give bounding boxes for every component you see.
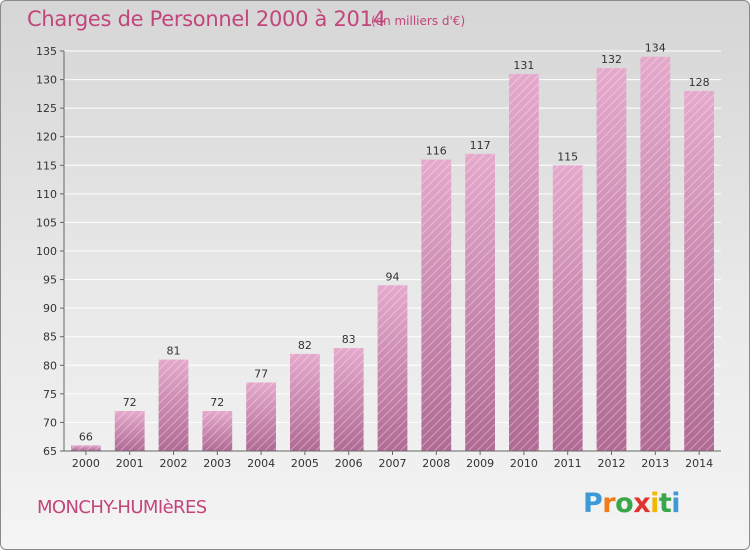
y-tick-label: 85 xyxy=(43,331,57,344)
bar-texture xyxy=(333,348,364,451)
y-tick-label: 130 xyxy=(36,74,57,87)
y-tick-label: 70 xyxy=(43,416,57,429)
bar-texture xyxy=(509,73,539,451)
x-tick-label: 2009 xyxy=(466,457,494,470)
bar-value-label: 66 xyxy=(79,430,93,443)
y-tick-label: 100 xyxy=(36,245,57,258)
bar-texture xyxy=(377,285,408,451)
y-tick-label: 75 xyxy=(43,388,57,401)
x-tick-label: 2003 xyxy=(203,457,231,470)
bar-value-label: 77 xyxy=(254,367,268,380)
y-tick-label: 95 xyxy=(43,274,57,287)
bar-texture xyxy=(684,91,714,451)
bar-value-label: 72 xyxy=(210,396,224,409)
x-tick-label: 2008 xyxy=(422,457,450,470)
proxiti-logo: Proxiti xyxy=(583,488,681,524)
bar-value-label: 72 xyxy=(123,396,137,409)
x-tick-label: 2006 xyxy=(335,457,363,470)
bar-value-label: 82 xyxy=(298,339,312,352)
y-axis-ticks: 65 70 75 80 85 90 95 100 105 110 115 120 125 130 135 xyxy=(36,45,64,458)
bar-value-label: 115 xyxy=(557,150,578,163)
bar-texture xyxy=(202,411,233,451)
bar-value-label: 94 xyxy=(386,270,400,283)
x-axis-ticks: 2000 2001 2002 2003 2004 2005 2006 2007 2008 2009… xyxy=(72,451,713,470)
bar-texture xyxy=(71,445,101,451)
logo-letter: i xyxy=(671,488,681,519)
bar-value-label: 116 xyxy=(426,145,447,158)
y-tick-label: 115 xyxy=(36,159,57,172)
y-tick-label: 80 xyxy=(43,359,57,372)
place-name: MONCHY-HUMIèRES xyxy=(37,497,207,518)
y-tick-label: 120 xyxy=(36,131,57,144)
chart-title: Charges de Personnel 2000 à 2014 xyxy=(27,7,386,31)
bar-value-label: 131 xyxy=(513,59,534,72)
y-tick-label: 125 xyxy=(36,102,57,115)
x-tick-label: 2013 xyxy=(641,457,669,470)
x-tick-label: 2004 xyxy=(247,457,275,470)
bar-value-label: 83 xyxy=(342,333,356,346)
data-labels: 66 72 81 72 77 82 83 94 116 117 131 115 132 134 128 xyxy=(79,42,710,444)
bar-texture xyxy=(158,359,189,451)
x-tick-label: 2007 xyxy=(379,457,407,470)
logo-letter: x xyxy=(633,488,651,519)
y-tick-label: 65 xyxy=(43,445,57,458)
bar-value-label: 132 xyxy=(601,53,622,66)
bar-texture xyxy=(114,411,145,451)
y-tick-label: 90 xyxy=(43,302,57,315)
x-tick-label: 2000 xyxy=(72,457,100,470)
y-tick-label: 110 xyxy=(36,188,57,201)
bar-texture xyxy=(552,165,583,452)
x-tick-label: 2012 xyxy=(598,457,626,470)
y-tick-label: 135 xyxy=(36,45,57,58)
x-tick-label: 2011 xyxy=(554,457,582,470)
bar-texture xyxy=(596,68,627,452)
x-tick-label: 2005 xyxy=(291,457,319,470)
logo-letter: P xyxy=(583,488,603,519)
logo-letter: t xyxy=(658,488,672,519)
x-tick-label: 2010 xyxy=(510,457,538,470)
chart-subtitle: (en milliers d'€) xyxy=(371,14,466,28)
bar-value-label: 128 xyxy=(689,76,710,89)
bars xyxy=(71,56,714,452)
logo-letter: r xyxy=(602,488,616,519)
bar-texture xyxy=(246,382,276,451)
bar-value-label: 117 xyxy=(470,139,491,152)
bar-texture xyxy=(465,153,495,451)
logo-letter: o xyxy=(615,488,634,519)
x-tick-label: 2014 xyxy=(685,457,713,470)
x-tick-label: 2001 xyxy=(116,457,144,470)
bar-texture xyxy=(640,56,671,451)
x-tick-label: 2002 xyxy=(160,457,188,470)
bar-texture xyxy=(290,353,320,451)
y-tick-label: 105 xyxy=(36,216,57,229)
bar-value-label: 81 xyxy=(167,345,181,358)
bar-texture xyxy=(421,159,452,452)
bar-value-label: 134 xyxy=(645,42,666,55)
logo-letter: i xyxy=(650,488,659,519)
